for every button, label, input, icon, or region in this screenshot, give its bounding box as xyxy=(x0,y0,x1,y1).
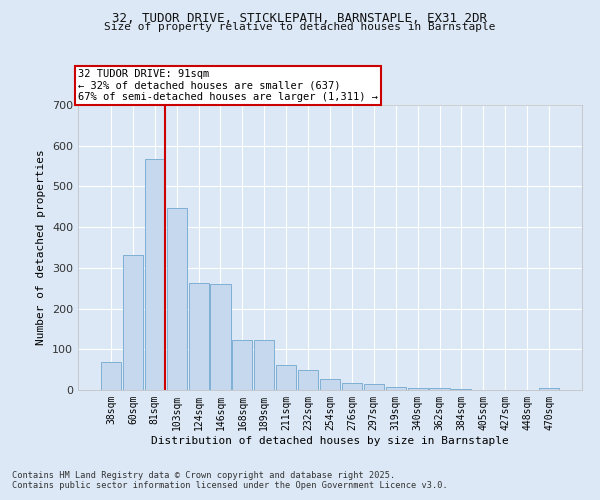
Bar xyxy=(145,158,165,390)
Text: Contains HM Land Registry data © Crown copyright and database right 2025.
Contai: Contains HM Land Registry data © Crown c… xyxy=(12,470,448,490)
Bar xyxy=(364,384,384,390)
Bar xyxy=(407,388,428,390)
Bar xyxy=(211,284,230,390)
X-axis label: Distribution of detached houses by size in Barnstaple: Distribution of detached houses by size … xyxy=(151,436,509,446)
Bar xyxy=(101,362,121,390)
Y-axis label: Number of detached properties: Number of detached properties xyxy=(37,150,46,346)
Text: Size of property relative to detached houses in Barnstaple: Size of property relative to detached ho… xyxy=(104,22,496,32)
Bar xyxy=(430,388,449,390)
Bar xyxy=(320,378,340,390)
Bar xyxy=(188,284,209,390)
Bar xyxy=(254,340,274,390)
Bar xyxy=(123,255,143,390)
Bar xyxy=(539,388,559,390)
Bar xyxy=(167,208,187,390)
Text: 32, TUDOR DRIVE, STICKLEPATH, BARNSTAPLE, EX31 2DR: 32, TUDOR DRIVE, STICKLEPATH, BARNSTAPLE… xyxy=(113,12,487,26)
Bar xyxy=(386,387,406,390)
Bar xyxy=(342,382,362,390)
Bar xyxy=(276,365,296,390)
Bar xyxy=(451,389,472,390)
Text: 32 TUDOR DRIVE: 91sqm
← 32% of detached houses are smaller (637)
67% of semi-det: 32 TUDOR DRIVE: 91sqm ← 32% of detached … xyxy=(78,69,378,102)
Bar xyxy=(298,370,318,390)
Bar xyxy=(232,340,253,390)
